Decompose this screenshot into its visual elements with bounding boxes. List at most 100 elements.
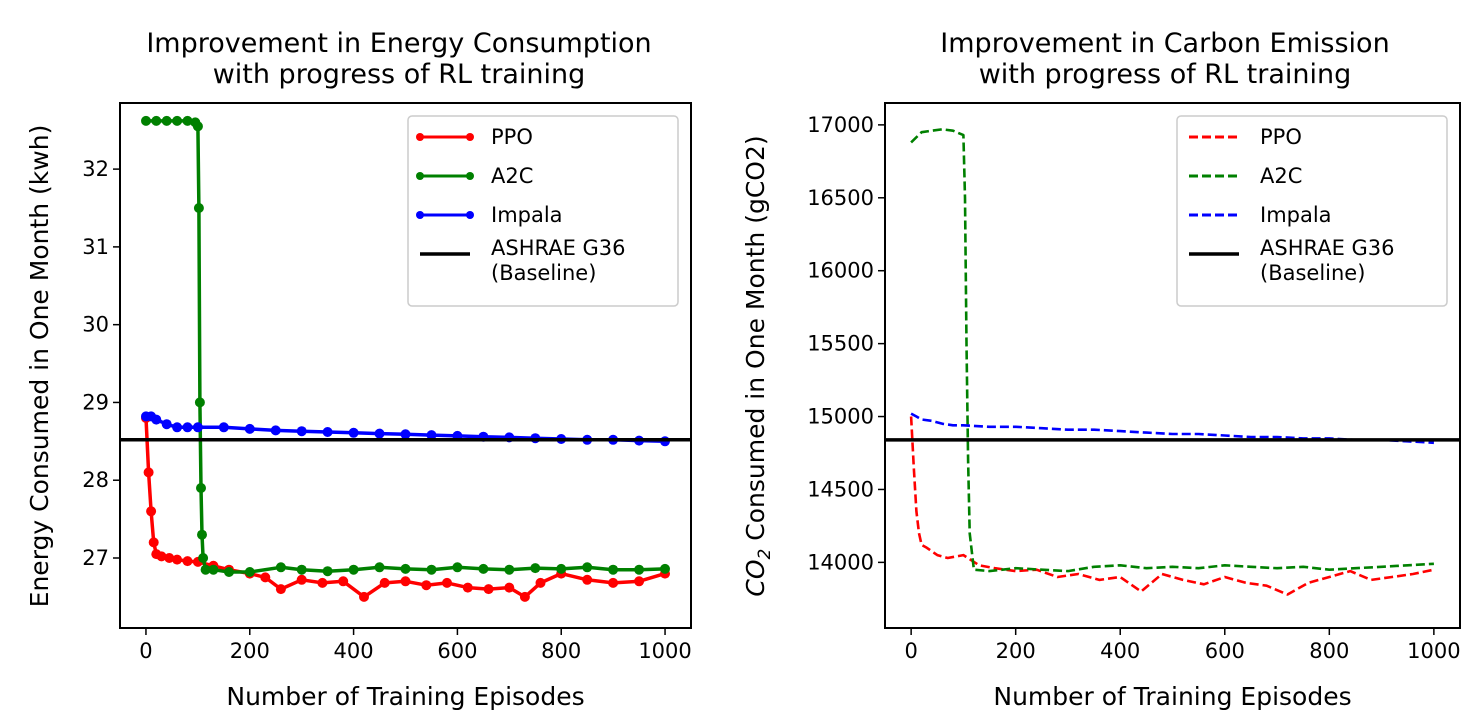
chart-title-line: with progress of RL training bbox=[979, 59, 1352, 90]
x-tick-label: 1000 bbox=[1407, 639, 1460, 663]
data-point-a2c bbox=[194, 397, 205, 408]
data-point-impala bbox=[270, 425, 281, 436]
data-point-a2c bbox=[296, 564, 307, 575]
legend-label: ASHRAE G36 (Baseline) bbox=[491, 236, 626, 285]
data-point-ppo bbox=[608, 577, 619, 588]
data-point-a2c bbox=[426, 564, 437, 575]
data-point-a2c bbox=[182, 115, 193, 126]
data-point-ppo bbox=[338, 576, 349, 587]
data-point-a2c bbox=[634, 564, 645, 575]
legend-label: PPO bbox=[1260, 125, 1302, 149]
chart-title-line: with progress of RL training bbox=[213, 59, 586, 90]
data-point-a2c bbox=[200, 564, 211, 575]
data-point-impala bbox=[172, 422, 183, 433]
legend-label-line: ASHRAE G36 bbox=[491, 236, 626, 260]
data-point-ppo bbox=[535, 577, 546, 588]
legend-label-line: A2C bbox=[491, 164, 533, 188]
legend-label: A2C bbox=[491, 164, 533, 188]
y-tick-label: 15500 bbox=[807, 332, 874, 356]
y-tick-label: 14000 bbox=[807, 550, 874, 574]
data-point-impala bbox=[192, 422, 203, 433]
series-line-a2c bbox=[910, 128, 1434, 573]
x-tick-label: 800 bbox=[1309, 639, 1349, 663]
x-tick-label: 600 bbox=[1205, 639, 1245, 663]
legend-label-line: A2C bbox=[1260, 164, 1302, 188]
data-point-ppo bbox=[483, 584, 494, 595]
data-point-ppo bbox=[148, 537, 159, 548]
data-point-impala bbox=[182, 422, 193, 433]
data-point-ppo bbox=[421, 580, 432, 591]
legend-marker bbox=[416, 133, 424, 141]
data-point-a2c bbox=[161, 115, 172, 126]
x-tick-label: 0 bbox=[139, 639, 152, 663]
legend-marker bbox=[416, 211, 424, 219]
legend-label: Impala bbox=[1260, 203, 1332, 227]
x-tick-label: 400 bbox=[1100, 639, 1140, 663]
y-tick-label: 28 bbox=[82, 468, 109, 492]
series-line-ppo bbox=[909, 416, 1435, 596]
data-point-a2c bbox=[348, 564, 359, 575]
legend-label-line: Impala bbox=[491, 203, 563, 227]
y-tick-label: 30 bbox=[82, 313, 109, 337]
x-tick-label: 800 bbox=[541, 639, 581, 663]
legend-label-line: PPO bbox=[491, 125, 533, 149]
data-point-a2c bbox=[452, 562, 463, 573]
y-axis-label: CO2 Consumed in One Month (gCO2) bbox=[741, 135, 775, 596]
data-point-ppo bbox=[146, 506, 157, 517]
data-point-ppo bbox=[634, 576, 645, 587]
data-point-a2c bbox=[197, 529, 207, 540]
x-tick-label: 400 bbox=[334, 639, 374, 663]
data-point-a2c bbox=[151, 115, 162, 126]
data-point-ppo bbox=[164, 553, 175, 563]
plot-frame bbox=[119, 102, 692, 629]
y-tick-label: 27 bbox=[82, 546, 109, 570]
legend-label-line: (Baseline) bbox=[1260, 261, 1365, 285]
x-tick-label: 200 bbox=[996, 639, 1036, 663]
data-point-impala bbox=[374, 428, 385, 439]
data-point-impala bbox=[218, 422, 229, 433]
data-point-impala bbox=[161, 419, 172, 430]
legend-label: Impala bbox=[491, 203, 563, 227]
x-tick-label: 1000 bbox=[638, 639, 691, 663]
x-tick-label: 600 bbox=[437, 639, 477, 663]
data-point-impala bbox=[296, 426, 307, 437]
data-point-a2c bbox=[556, 563, 567, 574]
data-point-ppo bbox=[143, 467, 154, 478]
data-point-a2c bbox=[196, 483, 206, 493]
legend-marker bbox=[466, 211, 474, 219]
data-point-a2c bbox=[478, 563, 489, 574]
data-point-ppo bbox=[442, 577, 452, 588]
chart-title-line: Improvement in Carbon Emission bbox=[940, 28, 1389, 59]
data-point-a2c bbox=[275, 562, 286, 573]
data-point-a2c bbox=[582, 562, 593, 573]
y-tick-label: 31 bbox=[82, 235, 109, 259]
data-point-a2c bbox=[660, 563, 670, 574]
y-axis-label: Energy Consumed in One Month (kwh) bbox=[25, 125, 54, 608]
plot-area bbox=[120, 115, 691, 602]
legend-box bbox=[407, 115, 679, 307]
plot-frame bbox=[884, 102, 1461, 629]
data-point-a2c bbox=[322, 566, 333, 577]
data-point-a2c bbox=[208, 564, 219, 575]
data-point-a2c bbox=[530, 563, 541, 574]
y-tick-label: 14500 bbox=[807, 477, 874, 501]
legend-label-line: ASHRAE G36 bbox=[1260, 236, 1395, 260]
data-point-a2c bbox=[244, 567, 255, 577]
data-point-ppo bbox=[172, 554, 183, 565]
data-point-ppo bbox=[182, 556, 193, 567]
legend-label: ASHRAE G36 (Baseline) bbox=[1260, 236, 1395, 285]
data-point-ppo bbox=[379, 577, 390, 588]
y-axis-label-subscript: 2 bbox=[755, 549, 775, 560]
data-point-ppo bbox=[275, 584, 286, 595]
data-point-ppo bbox=[260, 572, 271, 583]
x-axis-label: Number of Training Episodes bbox=[993, 682, 1351, 711]
data-point-impala bbox=[400, 429, 411, 440]
data-point-ppo bbox=[296, 574, 307, 585]
data-point-ppo bbox=[519, 591, 530, 602]
data-point-ppo bbox=[317, 577, 328, 588]
data-point-a2c bbox=[192, 121, 203, 132]
data-point-a2c bbox=[172, 115, 183, 126]
